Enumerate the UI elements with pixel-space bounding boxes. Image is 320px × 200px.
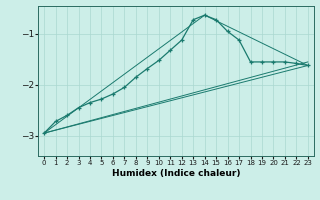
- X-axis label: Humidex (Indice chaleur): Humidex (Indice chaleur): [112, 169, 240, 178]
